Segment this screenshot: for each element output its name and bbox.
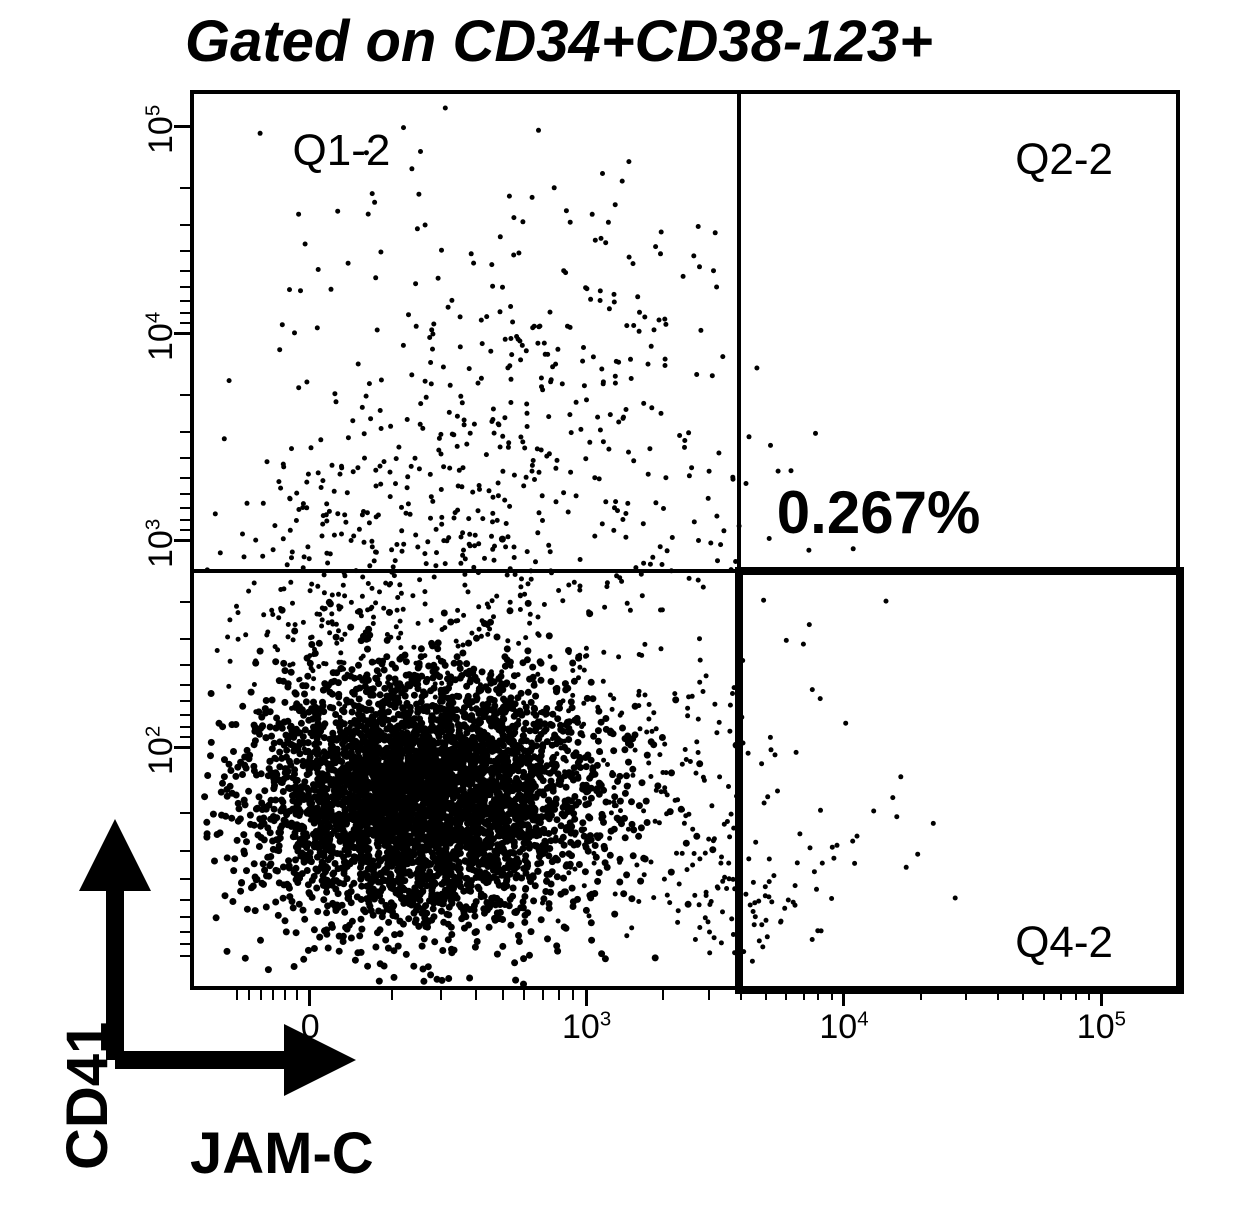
y-axis-label: CD41	[54, 1022, 121, 1170]
x-axis-label: JAM-C	[190, 1120, 374, 1187]
axis-arrows	[0, 0, 1240, 1212]
